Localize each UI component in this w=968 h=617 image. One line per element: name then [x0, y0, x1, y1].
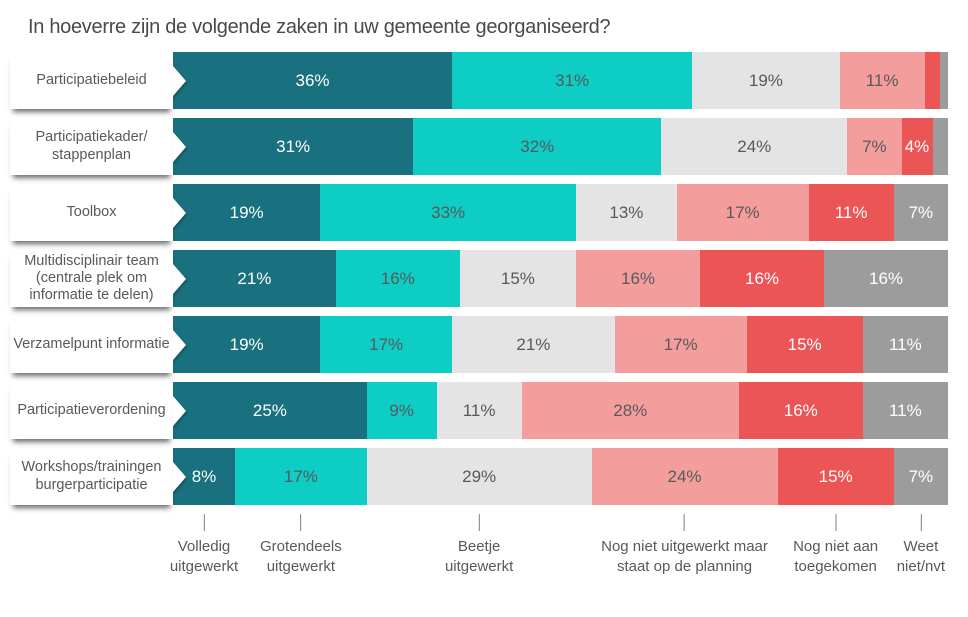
bar-segment: 21%	[452, 316, 615, 373]
row-label: Workshops/trainingen burgerparticipatie	[0, 448, 186, 505]
bar-segment: 19%	[173, 184, 321, 241]
label-arrow-icon	[173, 461, 186, 492]
legend-tick	[684, 514, 685, 531]
row-bars: 8% 17% 29% 24% 15% 7%	[173, 448, 948, 505]
bar-segment: 19%	[692, 52, 840, 109]
label-arrow-icon	[173, 131, 186, 162]
chart-row: Verzamelpunt informatie 19% 17% 21% 17% 15% 11…	[0, 316, 968, 373]
bar-segment: 15%	[459, 250, 576, 307]
legend-label: Weet niet/nvt	[896, 538, 946, 575]
row-label: Participatiebeleid	[0, 52, 186, 109]
bar-segment: 31%	[173, 118, 414, 175]
bar-segment: 31%	[452, 52, 693, 109]
legend-label: Beetje uitgewerkt	[444, 538, 514, 575]
bar-segment: 19%	[173, 316, 321, 373]
chart-title: In hoeverre zijn de volgende zaken in uw…	[28, 16, 611, 38]
legend-label: Nog niet aan toegekomen	[793, 538, 879, 575]
row-label: Multidisciplinair team (centrale plek om…	[0, 250, 186, 307]
legend-tick	[203, 514, 205, 531]
legend-tick	[300, 514, 302, 531]
row-label-text: Participatiekader/ stappenplan	[10, 118, 186, 175]
chart-row: Participatiebeleid 36% 31% 19% 11%	[0, 52, 968, 109]
bar-segment: 11%	[808, 184, 894, 241]
label-arrow-icon	[173, 197, 186, 228]
bar-segment: 33%	[320, 184, 576, 241]
row-bars: 21% 16% 15% 16% 16% 16%	[173, 250, 948, 307]
bar-segment: 36%	[173, 52, 452, 109]
bar-segment: 17%	[235, 448, 367, 505]
bar-segment: 16%	[738, 382, 863, 439]
bar-segment: 7%	[847, 118, 902, 175]
legend-item: Grotendeels uitgewerkt	[260, 514, 342, 576]
row-label: Participatieverordening	[0, 382, 186, 439]
label-arrow-icon	[173, 395, 186, 426]
bar-segment: 17%	[614, 316, 747, 373]
bar-segment	[940, 52, 948, 109]
bar-segment: 16%	[824, 250, 948, 307]
row-label: Verzamelpunt informatie	[0, 316, 186, 373]
bar-segment: 13%	[576, 184, 677, 241]
chart-row: Toolbox 19% 33% 13% 17% 11% 7%	[0, 184, 968, 241]
row-bars: 19% 33% 13% 17% 11% 7%	[173, 184, 948, 241]
legend-tick	[835, 514, 837, 531]
chart-row: Participatiekader/ stappenplan 31% 32% 24% 7…	[0, 118, 968, 175]
legend-item: Nog niet uitgewerkt maar staat op de pla…	[601, 514, 768, 576]
chart-legend: Volledig uitgewerkt Grotendeels uitgewerk…	[170, 514, 948, 599]
legend-item: Weet niet/nvt	[897, 514, 945, 576]
stacked-bar-chart: Participatiebeleid 36% 31% 19% 11% Participat…	[0, 52, 968, 505]
bar-segment	[924, 52, 941, 109]
legend-item: Nog niet aan toegekomen	[793, 514, 878, 576]
row-bars: 36% 31% 19% 11%	[173, 52, 948, 109]
row-label-text: Participatieverordening	[10, 382, 186, 439]
row-bars: 31% 32% 24% 7% 4%	[173, 118, 948, 175]
label-arrow-icon	[173, 329, 186, 360]
bar-segment	[932, 118, 948, 175]
bar-segment: 11%	[862, 316, 948, 373]
legend-tick	[920, 514, 922, 531]
legend-item: Volledig uitgewerkt	[170, 514, 238, 576]
row-label: Toolbox	[0, 184, 186, 241]
legend-label: Grotendeels uitgewerkt	[260, 538, 342, 575]
bar-segment: 21%	[173, 250, 336, 307]
bar-segment: 17%	[676, 184, 809, 241]
chart-row: Participatieverordening 25% 9% 11% 28% 16% 11%	[0, 382, 968, 439]
bar-segment: 9%	[366, 382, 437, 439]
label-arrow-icon	[173, 65, 186, 96]
chart-row: Workshops/trainingen burgerparticipatie 8…	[0, 448, 968, 505]
bar-segment: 28%	[521, 382, 739, 439]
bar-segment: 7%	[893, 184, 948, 241]
row-label-text: Multidisciplinair team (centrale plek om…	[10, 250, 186, 307]
legend-tick	[478, 514, 480, 531]
bar-segment: 4%	[901, 118, 933, 175]
row-bars: 25% 9% 11% 28% 16% 11%	[173, 382, 948, 439]
label-arrow-icon	[173, 263, 186, 294]
bar-segment: 15%	[746, 316, 863, 373]
row-label-text: Verzamelpunt informatie	[10, 316, 186, 373]
bar-segment: 16%	[335, 250, 460, 307]
bar-segment: 24%	[661, 118, 848, 175]
bar-segment: 29%	[366, 448, 592, 505]
row-label: Participatiekader/ stappenplan	[0, 118, 186, 175]
chart-row: Multidisciplinair team (centrale plek om…	[0, 250, 968, 307]
legend-label: Nog niet uitgewerkt maar staat op de pla…	[601, 538, 768, 575]
row-bars: 19% 17% 21% 17% 15% 11%	[173, 316, 948, 373]
legend-label: Volledig uitgewerkt	[169, 538, 239, 575]
row-label-text: Workshops/trainingen burgerparticipatie	[10, 448, 186, 505]
bar-segment: 25%	[173, 382, 367, 439]
bar-segment: 11%	[436, 382, 522, 439]
bar-segment: 24%	[591, 448, 778, 505]
bar-segment: 15%	[777, 448, 894, 505]
bar-segment: 16%	[576, 250, 700, 307]
bar-segment: 11%	[862, 382, 948, 439]
bar-segment: 11%	[839, 52, 925, 109]
bar-segment: 7%	[893, 448, 948, 505]
bar-segment: 32%	[413, 118, 662, 175]
bar-segment: 16%	[700, 250, 824, 307]
row-label-text: Toolbox	[10, 184, 186, 241]
legend-item: Beetje uitgewerkt	[445, 514, 513, 576]
bar-segment: 17%	[320, 316, 452, 373]
row-label-text: Participatiebeleid	[10, 52, 186, 109]
